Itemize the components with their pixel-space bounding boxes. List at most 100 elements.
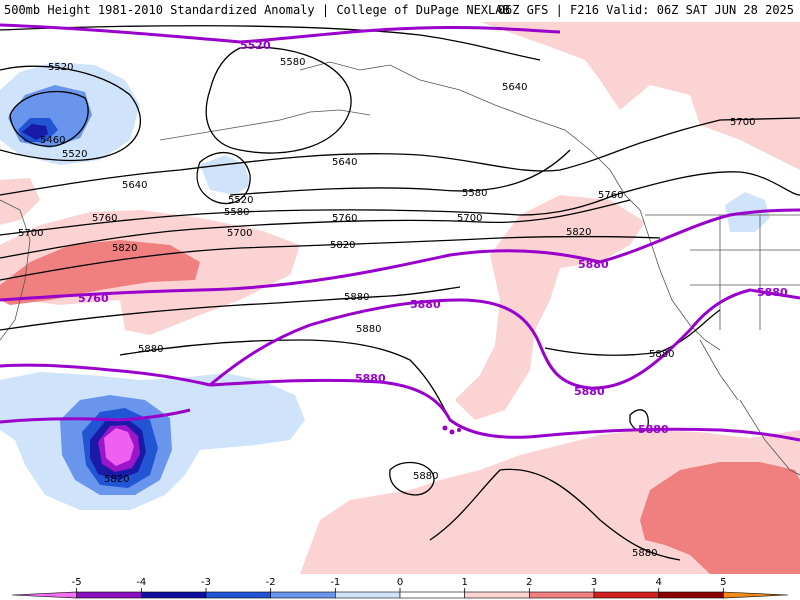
colorbar-swatch <box>723 591 789 599</box>
contour-label: 5820 <box>104 474 129 485</box>
contour-label: 5520 <box>62 149 87 160</box>
contour-label: 5700 <box>18 228 43 239</box>
anomaly-pos2-fill <box>640 462 800 574</box>
hawaii-islands <box>442 425 461 435</box>
anomaly-pos1-fill <box>480 22 800 170</box>
colorbar-swatch <box>141 591 207 599</box>
climo-5880-d <box>0 363 211 387</box>
colorbar-ticks: -5 -4 -3 -2 -1 0 1 2 3 4 5 <box>72 577 727 592</box>
west-coast <box>639 209 721 351</box>
climo-label: 5880 <box>355 372 386 385</box>
climo-label: 5880 <box>574 385 605 398</box>
aleutian-islands <box>159 109 371 141</box>
colorbar-tick-label: 1 <box>461 577 467 588</box>
climo-5880-b <box>0 408 191 424</box>
contour-5820 <box>0 235 661 281</box>
contour-label: 5520 <box>228 195 253 206</box>
mexico-coast <box>739 399 800 476</box>
run-valid-time: 06Z GFS | F216 Valid: 06Z SAT JUN 28 202… <box>497 3 794 17</box>
climo-label: 5520 <box>240 39 271 52</box>
contour-label: 5460 <box>40 135 65 146</box>
colorbar-swatch <box>464 591 530 599</box>
contour-5580-ring <box>205 46 352 154</box>
contour-5580 <box>229 149 571 196</box>
climo-labels: 5520 5760 5880 5880 5880 5880 5880 5880 <box>78 39 788 436</box>
title-bar: 500mb Height 1981-2010 Standardized Anom… <box>0 0 800 20</box>
colorbar-swatch <box>11 591 77 599</box>
colorbar-tick-label: -2 <box>266 577 276 588</box>
climo-label: 5760 <box>78 292 109 305</box>
climo-5880-c <box>209 378 800 442</box>
states-grid <box>690 215 800 330</box>
contour-label: 5880 <box>138 344 163 355</box>
contour-label: 5640 <box>502 82 527 93</box>
colorbar-swatch <box>529 591 595 599</box>
baja <box>699 339 739 401</box>
contour-label: 5700 <box>457 213 482 224</box>
contour-label: 5640 <box>332 157 357 168</box>
contour-label: 5580 <box>224 207 249 218</box>
contour-label: 5580 <box>462 188 487 199</box>
contour-label: 5880 <box>344 292 369 303</box>
colorbar-swatch <box>335 591 401 599</box>
climo-label: 5880 <box>757 286 788 299</box>
contour-5700 <box>0 171 800 236</box>
colorbar-tick-label: -4 <box>136 577 146 588</box>
contour-5520 <box>0 25 541 61</box>
climo-label: 5880 <box>578 258 609 271</box>
contour-label: 5520 <box>48 62 73 73</box>
contour-5640 <box>0 117 800 196</box>
colorbar-swatch <box>270 591 336 599</box>
asia-coast <box>0 199 31 341</box>
anomaly-map: 5580 5520 5460 5520 5640 5640 5520 5580 … <box>0 20 800 574</box>
alaska-coast <box>299 61 641 211</box>
contour-5760 <box>0 199 631 259</box>
height-contours <box>0 25 800 561</box>
colorbar-swatch <box>205 591 271 599</box>
contour-label: 5760 <box>598 190 623 201</box>
colorbar-bar <box>11 591 789 599</box>
colorbar: -5 -4 -3 -2 -1 0 1 2 3 4 5 <box>11 577 789 599</box>
contour-label: 5880 <box>632 548 657 559</box>
colorbar-tick-label: 4 <box>655 577 661 588</box>
contour-label: 5640 <box>122 180 147 191</box>
colorbar-tick-label: -5 <box>72 577 82 588</box>
contour-label: 5820 <box>330 240 355 251</box>
climo-5880-a <box>209 288 800 390</box>
contour-5880-e <box>629 409 649 432</box>
colorbar-tick-label: 5 <box>720 577 726 588</box>
colorbar-swatch <box>658 591 724 599</box>
contour-label: 5820 <box>566 227 591 238</box>
climo-5520 <box>0 23 561 44</box>
contour-5880 <box>0 286 461 331</box>
climo-label: 5880 <box>638 423 669 436</box>
contour-5460 <box>9 90 89 147</box>
colorbar-tick-label: -3 <box>201 577 211 588</box>
contour-5520-low <box>0 65 141 162</box>
contour-label: 5880 <box>413 471 438 482</box>
contour-5880-c <box>429 468 681 561</box>
contour-label: 5880 <box>356 324 381 335</box>
colorbar-swatch <box>76 591 142 599</box>
colorbar-swatch <box>593 591 659 599</box>
contour-label: 5700 <box>227 228 252 239</box>
contour-5520-ring-b <box>196 152 251 205</box>
contour-label: 5820 <box>112 243 137 254</box>
anomaly-neg1-fill <box>200 155 250 195</box>
contour-label: 5760 <box>92 213 117 224</box>
contour-labels: 5580 5520 5460 5520 5640 5640 5520 5580 … <box>18 57 755 559</box>
contour-label: 5700 <box>730 117 755 128</box>
geography-lines <box>0 61 800 476</box>
contour-label: 5880 <box>649 349 674 360</box>
contour-5880-d <box>544 309 721 356</box>
contour-label: 5580 <box>280 57 305 68</box>
colorbar-tick-label: 2 <box>526 577 532 588</box>
map-title: 500mb Height 1981-2010 Standardized Anom… <box>4 3 510 17</box>
colorbar-swatch <box>399 591 465 599</box>
climo-contours <box>0 23 800 442</box>
climo-label: 5880 <box>410 298 441 311</box>
colorbar-tick-label: 3 <box>591 577 597 588</box>
contour-label: 5760 <box>332 213 357 224</box>
anomaly-neg6-fill <box>104 428 134 466</box>
colorbar-tick-label: -1 <box>330 577 340 588</box>
